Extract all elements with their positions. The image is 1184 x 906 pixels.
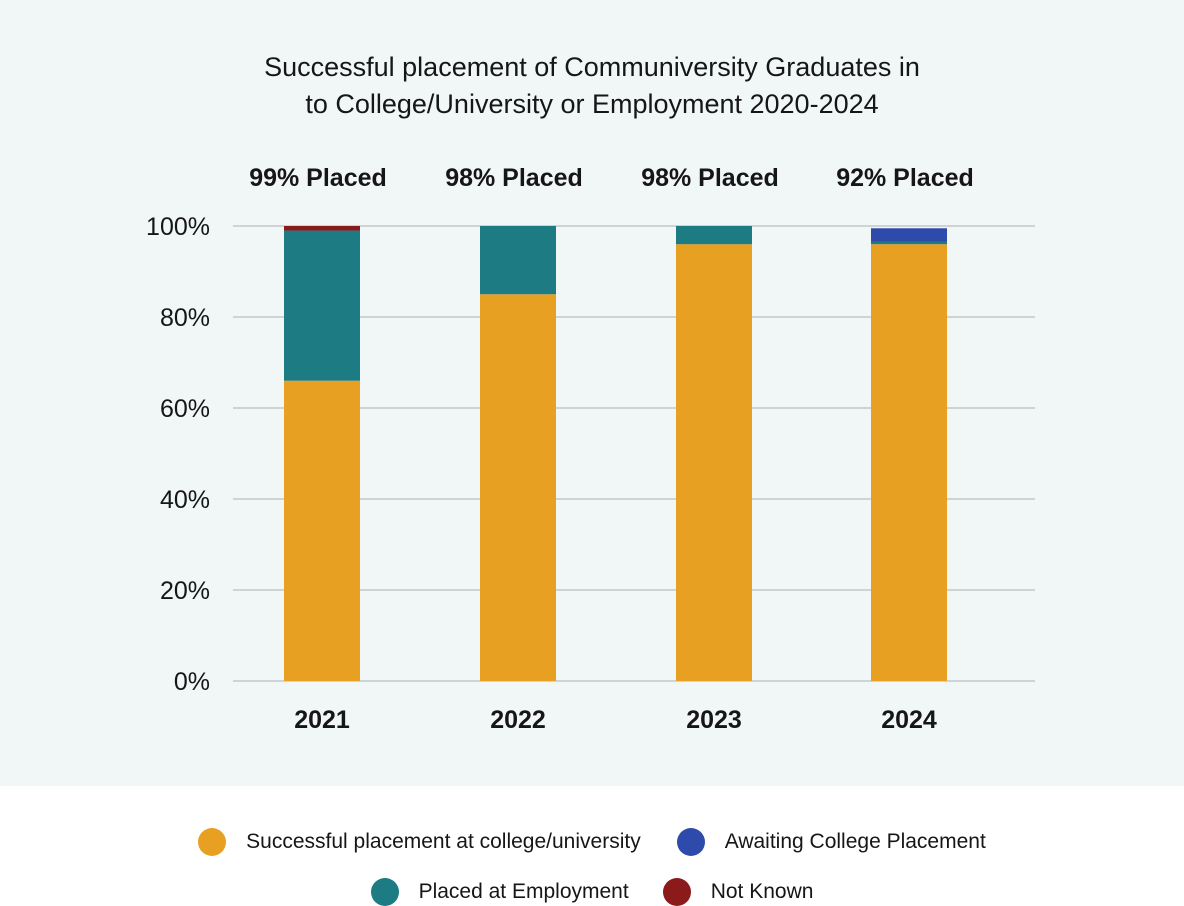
- legend-item-college: Successful placement at college/universi…: [198, 828, 641, 856]
- legend-swatch-employment: [370, 878, 399, 906]
- stacked-bar-plot: 0% 20% 40% 60% 80% 100% 2021 99% Placed 2022 98% …: [146, 164, 1035, 734]
- chart-panel: Successful placement of Communiversity G…: [0, 0, 1184, 786]
- x-tick-label: 2023: [686, 706, 742, 734]
- legend-swatch-college: [198, 828, 227, 856]
- x-tick-label: 2022: [490, 706, 546, 734]
- legend-item-unknown: Not Known: [662, 878, 814, 906]
- x-tick-label: 2021: [294, 706, 350, 734]
- legend-row-2: Placed at Employment Not Known: [0, 878, 1184, 906]
- legend-item-employment: Placed at Employment: [370, 878, 629, 906]
- y-tick-label: 60%: [160, 395, 210, 423]
- bar-annotation: 98% Placed: [641, 164, 779, 192]
- bar-segment: [871, 241, 947, 245]
- bar-segment: [676, 244, 752, 681]
- chart-title-line-1: Successful placement of Communiversity G…: [264, 52, 920, 82]
- bar-segment: [480, 294, 556, 681]
- bar-annotation: 99% Placed: [249, 164, 387, 192]
- bar-segment: [676, 226, 752, 245]
- legend-label-employment: Placed at Employment: [418, 880, 629, 903]
- legend-swatch-awaiting: [676, 828, 705, 856]
- bar-segment: [284, 380, 360, 681]
- y-tick-label: 20%: [160, 577, 210, 605]
- legend-label-college: Successful placement at college/universi…: [246, 830, 641, 853]
- legend-item-awaiting: Awaiting College Placement: [676, 828, 986, 856]
- bar-segment: [284, 226, 360, 231]
- bar-annotation: 92% Placed: [836, 164, 974, 192]
- bar-annotation: 98% Placed: [445, 164, 583, 192]
- chart-title-line-2: to College/University or Employment 2020…: [305, 89, 879, 119]
- y-tick-label: 80%: [160, 304, 210, 332]
- legend-label-awaiting: Awaiting College Placement: [724, 830, 986, 853]
- x-tick-label: 2024: [881, 706, 937, 734]
- y-tick-label: 0%: [174, 668, 210, 696]
- legend-swatch-unknown: [662, 878, 691, 906]
- y-tick-label: 100%: [146, 213, 210, 241]
- legend-label-unknown: Not Known: [710, 880, 814, 903]
- bar-segment: [871, 228, 947, 242]
- y-tick-label: 40%: [160, 486, 210, 514]
- bar-segment: [284, 230, 360, 381]
- bar-segment: [871, 244, 947, 681]
- bar-segment: [480, 226, 556, 295]
- legend-row-1: Successful placement at college/universi…: [0, 828, 1184, 856]
